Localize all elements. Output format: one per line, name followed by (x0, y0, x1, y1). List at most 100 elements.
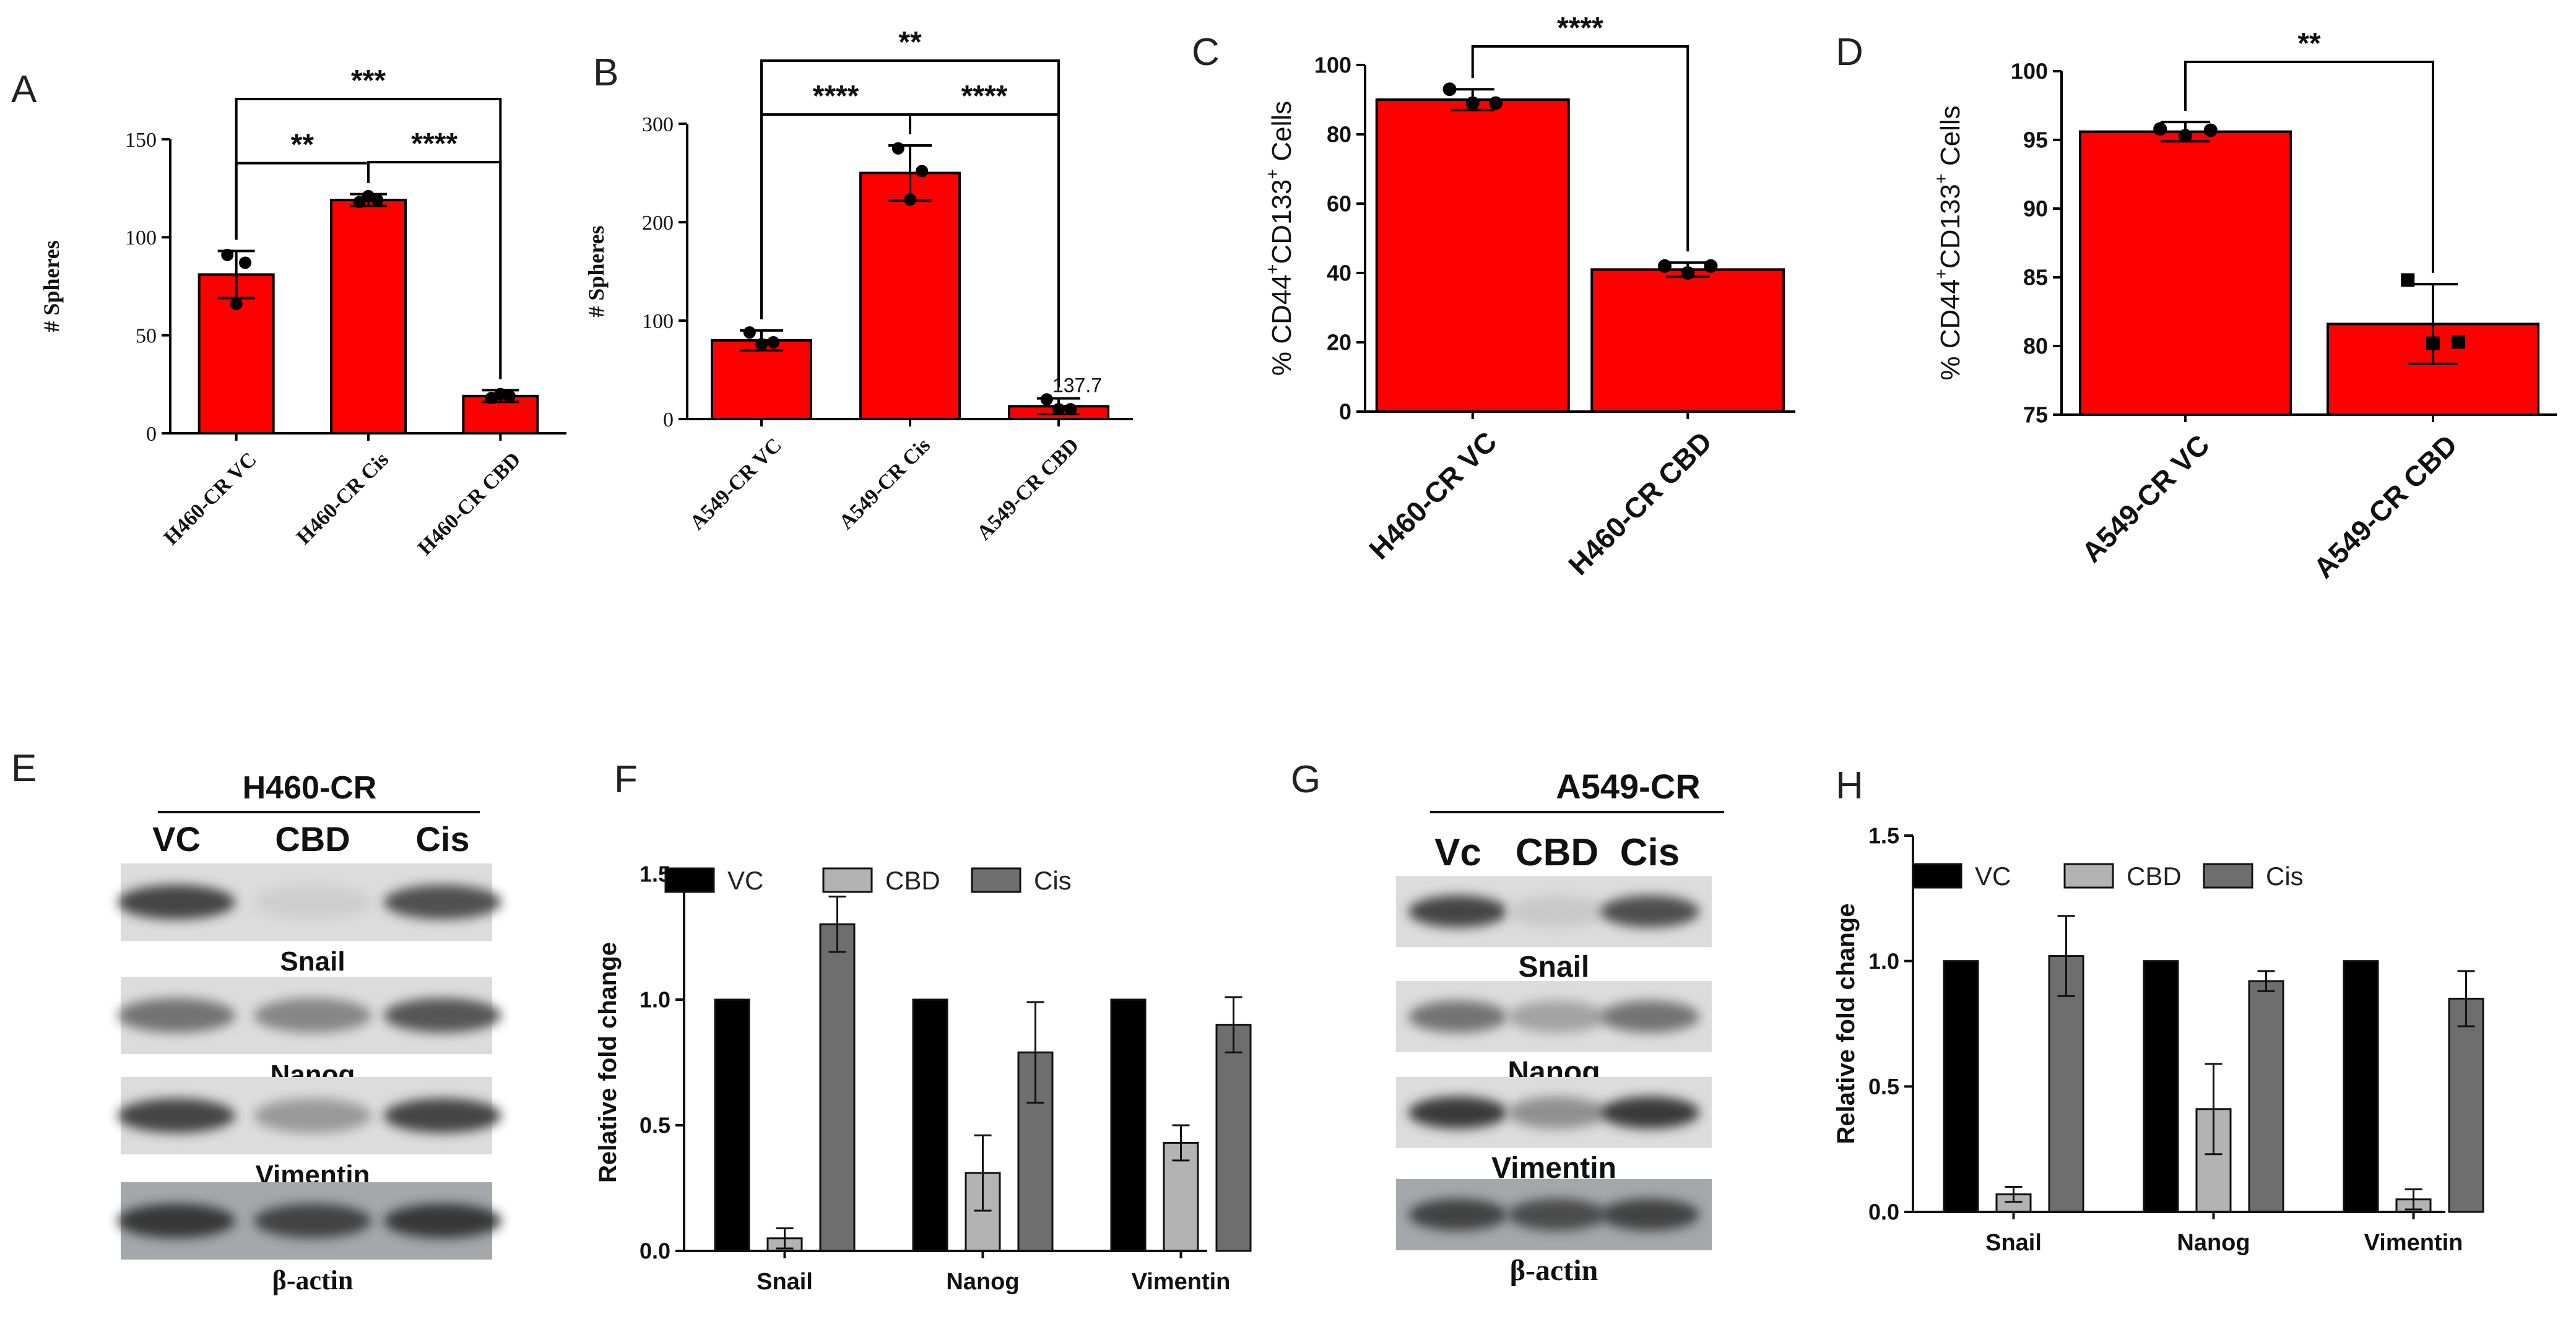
legend-label: CBD (2127, 862, 2182, 891)
blot-title: A549-CR (1556, 767, 1700, 806)
x-category-label: Snail (1985, 1230, 2042, 1256)
error-bar (1225, 996, 1242, 1053)
significance-bracket: ** (2184, 27, 2434, 274)
legend-swatch (2203, 863, 2253, 889)
legend-item-cbd: CBD (2063, 862, 2182, 891)
significance-line (2184, 61, 2434, 274)
x-category-label: Nanog (2177, 1230, 2250, 1256)
blot-band (254, 1098, 371, 1133)
y-tick-label: 80 (1327, 122, 1351, 147)
y-tick-label: 200 (642, 212, 674, 235)
data-point (503, 389, 516, 402)
data-point (1704, 259, 1718, 273)
bar-nanog-cis (2248, 980, 2284, 1213)
error-bar (2457, 970, 2475, 1027)
y-tick-label: 0 (1339, 399, 1351, 425)
significance-bracket: **** (1471, 12, 1689, 252)
chart-panel-a: 0 50 100 150 H460-CR VC H460-CR Cis H460-CR CB… (39, 64, 566, 560)
y-tick-label: 95 (2023, 128, 2048, 153)
error-bar (1172, 1124, 1190, 1162)
blot-band (254, 1203, 371, 1239)
y-axis-label-part: + (1932, 269, 1951, 279)
significance-line (1471, 45, 1689, 252)
panel-letter-a: A (11, 68, 37, 111)
data-point (767, 335, 780, 348)
y-tick-label: 100 (642, 310, 674, 333)
blot-row-label: Snail (280, 946, 345, 977)
data-point (2203, 123, 2218, 137)
legend-item-cis: Cis (971, 866, 1072, 895)
x-category-label: H460-CR VC (1363, 425, 1503, 566)
blot-row-snail (118, 863, 501, 941)
blot-band (1507, 895, 1607, 928)
bar-h460-cr-cis (330, 199, 407, 435)
y-axis-label-part: + (1932, 173, 1951, 184)
bar-vimentin-cis (2448, 997, 2484, 1213)
blot-row-vimentin (1396, 1077, 1712, 1148)
significance-line (760, 59, 1060, 387)
y-tick-label: 40 (1327, 261, 1351, 286)
blot-band (254, 998, 371, 1033)
error-bar (2057, 915, 2075, 997)
x-category-label: A549-CR CBD (973, 434, 1083, 545)
y-axis-label-part: + (1263, 169, 1283, 179)
panel-letter-g: G (1291, 758, 1321, 801)
data-point (1488, 96, 1503, 110)
bar-h460-cr-vc (1375, 98, 1570, 413)
y-tick-label: 50 (136, 325, 157, 348)
bar-nanog-vc (912, 998, 948, 1252)
x-category-label: Vimentin (2364, 1230, 2463, 1256)
bar-nanog-vc (2143, 960, 2179, 1213)
data-point (904, 193, 916, 206)
bar-a549-cr-cis (859, 171, 961, 420)
legend-swatch (822, 867, 873, 893)
bar-snail-vc (1943, 960, 1979, 1213)
data-point (1681, 266, 1695, 280)
y-axis-label-part: + (1263, 264, 1283, 275)
significance-label: **** (961, 80, 1008, 113)
blot-row-label: Snail (1519, 951, 1590, 984)
data-point (1658, 259, 1672, 273)
error-bar (2405, 1188, 2422, 1211)
blot-band (1408, 1000, 1507, 1033)
significance-label: **** (1557, 12, 1603, 45)
y-axis-label-part: Cells (1267, 101, 1297, 169)
x-category-label: A549-CR CBD (2307, 428, 2463, 584)
legend-label: VC (1975, 862, 2011, 891)
legend-label: VC (727, 866, 763, 895)
y-tick-label: 1.0 (1868, 948, 1899, 974)
y-tick-label: 85 (2023, 265, 2048, 290)
blot-band (1507, 1198, 1607, 1231)
blot-band (118, 998, 235, 1033)
data-point (916, 165, 929, 178)
legend-swatch (2063, 863, 2114, 889)
y-tick-label: 0.5 (1868, 1074, 1899, 1099)
data-point (1465, 96, 1480, 110)
data-point (230, 298, 243, 310)
legend-label: Cis (2266, 862, 2304, 891)
data-point (2179, 129, 2192, 143)
bar-a549-cr-vc (2079, 130, 2292, 416)
blot-band (1600, 1096, 1699, 1129)
error-bar (2005, 1185, 2023, 1203)
data-point (2451, 335, 2465, 349)
y-tick-label: 100 (125, 227, 157, 249)
legend-item-vc: VC (664, 866, 763, 895)
lane-label: CBD (275, 820, 350, 858)
blot-band (254, 884, 371, 920)
y-tick-label: 300 (642, 113, 674, 136)
x-category-label: Snail (757, 1269, 813, 1295)
data-point (1442, 82, 1457, 97)
significance-bracket: *** (235, 64, 502, 379)
y-tick-label: 100 (2011, 59, 2048, 84)
bar-snail-cis (819, 923, 856, 1252)
data-point (755, 338, 768, 351)
blot-band (384, 1098, 501, 1133)
significance-label: *** (351, 64, 386, 97)
y-axis-label-part: CD133 (1935, 184, 1966, 269)
y-tick-label: 60 (1327, 191, 1351, 217)
y-tick-label: 0.5 (640, 1113, 670, 1138)
y-tick-label: 150 (125, 129, 157, 152)
